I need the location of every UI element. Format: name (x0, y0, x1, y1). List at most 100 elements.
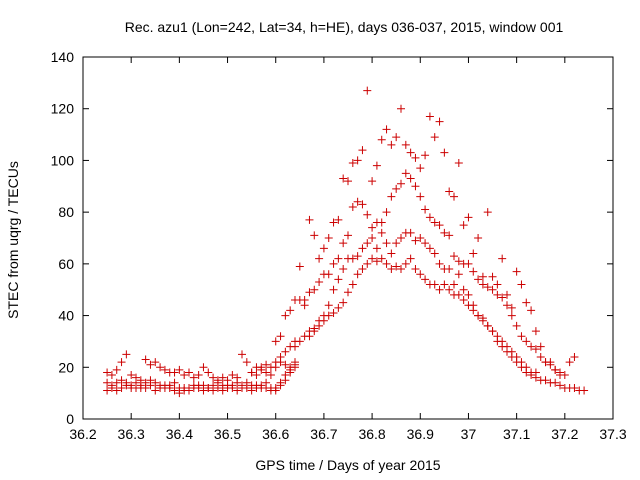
x-tick-label: 36.9 (407, 426, 434, 442)
y-tick-label: 140 (51, 49, 75, 65)
data-point (329, 218, 338, 227)
data-point (382, 259, 391, 268)
data-point (556, 371, 564, 380)
data-point (377, 135, 386, 144)
data-point (156, 383, 165, 392)
data-point (107, 371, 116, 380)
data-point (512, 321, 521, 330)
data-point (112, 386, 121, 395)
data-point (372, 244, 381, 253)
data-point (180, 371, 189, 380)
data-point (483, 283, 492, 292)
data-point (435, 259, 444, 268)
data-point (507, 352, 516, 361)
data-point (430, 249, 439, 258)
data-point (185, 368, 193, 377)
data-point (531, 373, 540, 382)
data-point (344, 177, 352, 186)
data-point (430, 280, 439, 289)
data-point (334, 275, 343, 284)
data-point (324, 301, 333, 310)
data-point (411, 236, 420, 245)
data-point (406, 228, 415, 237)
data-point (464, 301, 473, 310)
data-point (498, 342, 507, 351)
data-point (170, 368, 179, 377)
data-point (363, 210, 372, 219)
y-tick-label: 40 (58, 308, 74, 324)
data-point (483, 321, 492, 330)
data-point (546, 360, 555, 369)
x-tick-label: 36.8 (358, 426, 385, 442)
data-point (454, 290, 463, 299)
data-point (459, 296, 468, 305)
data-point (185, 386, 193, 395)
data-point (300, 301, 309, 310)
data-point (363, 239, 372, 248)
data-point (488, 327, 497, 336)
data-point (262, 378, 271, 387)
data-point (286, 368, 295, 377)
data-point (565, 358, 574, 367)
x-tick-label: 36.2 (69, 426, 96, 442)
data-point (401, 169, 410, 178)
data-point (209, 373, 218, 382)
data-point (397, 265, 405, 274)
data-point (209, 386, 218, 395)
axis-ticks: 36.2 36.3 36.4 36.5 36.6 36.7 36.8 36.9 37 37.1 37… (51, 49, 627, 442)
data-point (151, 386, 160, 395)
data-point (478, 316, 487, 325)
data-point (295, 296, 304, 305)
data-point (421, 151, 430, 160)
data-point (228, 383, 237, 392)
data-point (295, 337, 304, 346)
data-point (392, 262, 401, 271)
data-point (324, 270, 333, 279)
data-point (156, 363, 165, 372)
data-point (459, 221, 468, 230)
data-point (416, 270, 425, 279)
data-point (199, 363, 208, 372)
data-point (493, 337, 502, 346)
data-point (440, 280, 449, 289)
y-tick-label: 80 (58, 204, 74, 220)
data-point (146, 360, 155, 369)
data-point (310, 327, 319, 336)
data-point (507, 311, 516, 320)
data-point (382, 239, 391, 248)
data-point (324, 234, 333, 242)
data-point (498, 254, 507, 263)
data-point (315, 321, 324, 330)
data-point (488, 272, 497, 281)
data-point (421, 205, 430, 214)
data-point (141, 355, 150, 364)
data-point (531, 327, 540, 336)
data-point (103, 378, 112, 387)
data-point (339, 298, 348, 307)
data-point (464, 259, 473, 268)
data-point (411, 153, 420, 162)
data-point (122, 350, 131, 359)
data-point (252, 381, 261, 390)
data-point (377, 254, 386, 263)
data-point (387, 249, 396, 258)
data-point (406, 174, 415, 183)
data-point (339, 239, 348, 248)
data-point (358, 244, 367, 253)
data-point (189, 383, 198, 392)
data-point (531, 345, 540, 354)
data-point (329, 285, 338, 294)
data-point (242, 358, 251, 367)
data-point (377, 228, 386, 237)
plot-frame (82, 56, 614, 420)
data-point (136, 381, 145, 390)
data-point (334, 303, 343, 312)
data-point (194, 371, 203, 380)
data-point (527, 306, 536, 315)
data-point (353, 252, 362, 261)
data-point (512, 358, 521, 367)
data-point (478, 280, 487, 289)
data-point (204, 368, 213, 377)
data-point (329, 308, 338, 317)
data-point (406, 148, 415, 157)
